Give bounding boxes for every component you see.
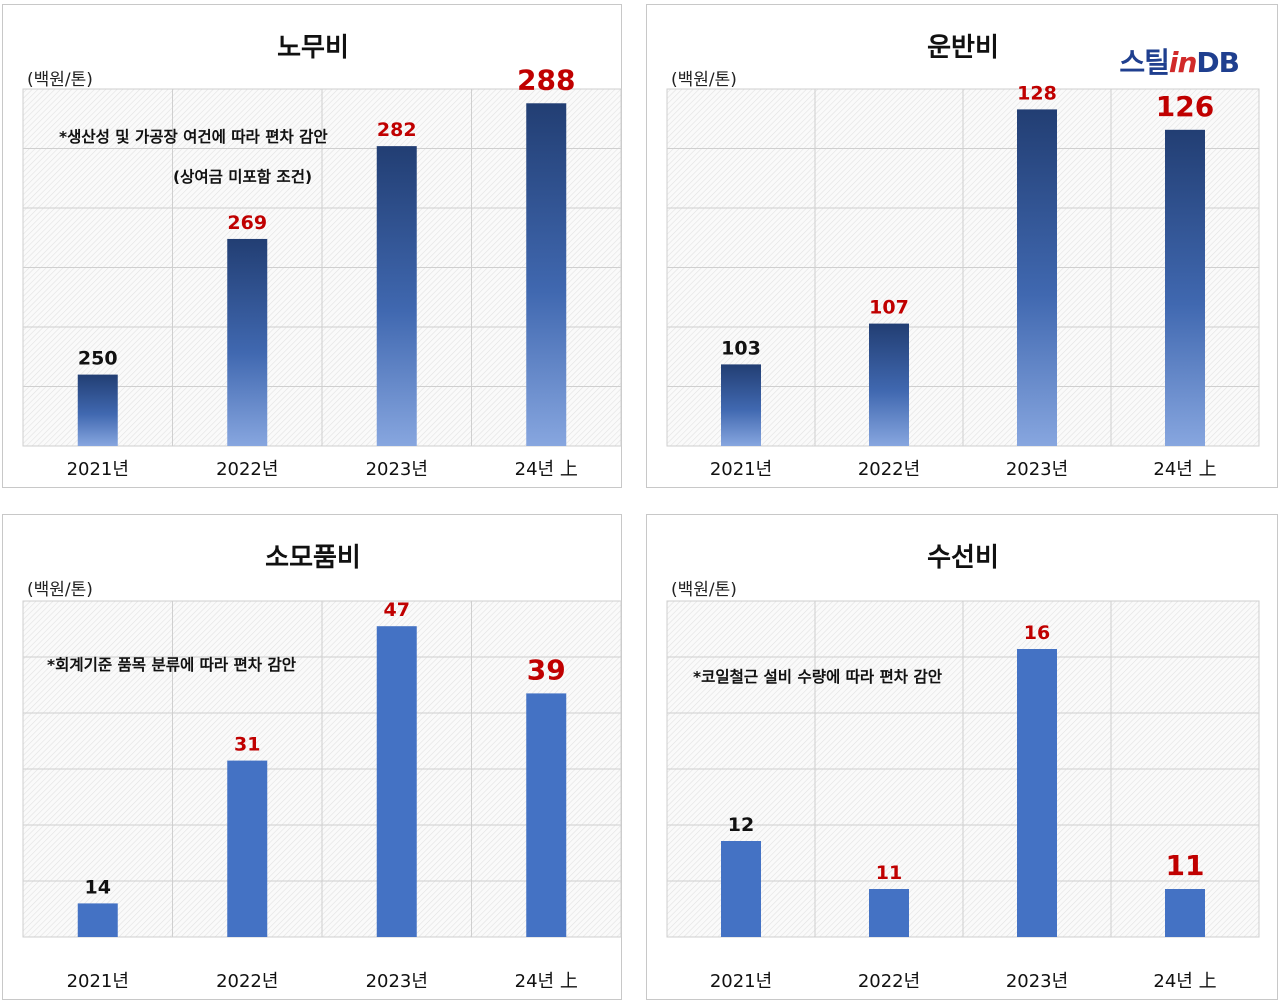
category-label: 24년 上 (515, 459, 578, 480)
bar (526, 103, 567, 446)
chart-panel-repair: 12 2021년 11 2022년 16 2023년 11 24년 上 수선비 (백원/톤) … (646, 514, 1278, 1000)
category-label: 2022년 (858, 971, 920, 992)
category-label: 2023년 (366, 459, 428, 480)
bar (227, 760, 268, 937)
bar (77, 374, 118, 446)
unit-label: (백원/톤) (671, 70, 737, 90)
chart-title: 노무비 (277, 33, 349, 63)
chart-title: 운반비 (927, 33, 999, 63)
category-label: 24년 上 (515, 971, 578, 992)
bar (376, 146, 417, 446)
data-label: 288 (517, 63, 575, 96)
bar (1165, 889, 1205, 937)
category-label: 2022년 (216, 971, 278, 992)
data-label: 14 (85, 876, 111, 898)
unit-label: (백원/톤) (27, 70, 93, 90)
chart-note: *생산성 및 가공장 여건에 따라 편차 감안 (59, 128, 328, 146)
bar (227, 238, 268, 446)
bar (721, 364, 761, 446)
chart-note: (상여금 미포함 조건) (173, 168, 313, 186)
chart-panel-transport: 103 2021년 107 2022년 128 2023년 126 24년 上 운반비 (백원… (646, 4, 1278, 488)
category-label: 2022년 (858, 459, 920, 480)
chart-panel-consumables: 14 2021년 31 2022년 47 2023년 39 24년 上 소모품비 (백원/톤)… (2, 514, 622, 1000)
chart-panel-labor: 250 2021년 269 2022년 282 2023년 288 24년 上 노무비 (백원… (2, 4, 622, 488)
chart-svg: 250 2021년 269 2022년 282 2023년 288 24년 上 (22, 63, 622, 480)
chart-svg: 12 2021년 11 2022년 16 2023년 11 24년 上 (666, 600, 1260, 992)
category-label: 2021년 (67, 459, 129, 480)
data-label: 250 (78, 348, 118, 370)
bar (1165, 129, 1205, 447)
category-label: 2022년 (216, 459, 278, 480)
bar (869, 323, 909, 446)
data-label: 103 (721, 337, 761, 359)
bar (376, 626, 417, 937)
chart-svg: 103 2021년 107 2022년 128 2023년 126 24년 上 (666, 82, 1260, 480)
bar (526, 693, 567, 937)
category-label: 2021년 (710, 971, 772, 992)
data-label: 12 (728, 814, 754, 836)
data-label: 269 (227, 212, 267, 234)
category-label: 2021년 (67, 971, 129, 992)
category-label: 2021년 (710, 459, 772, 480)
data-label: 282 (377, 119, 417, 141)
data-label: 128 (1017, 82, 1057, 104)
bar (1017, 649, 1057, 937)
data-label: 16 (1024, 622, 1050, 644)
bar (1017, 109, 1057, 447)
category-label: 2023년 (366, 971, 428, 992)
data-label: 31 (234, 734, 260, 756)
data-label: 39 (527, 653, 566, 686)
chart-title: 소모품비 (265, 543, 361, 573)
chart-note: *회계기준 품목 분류에 따라 편차 감안 (47, 656, 296, 674)
category-label: 24년 上 (1153, 459, 1216, 480)
bar (77, 903, 118, 937)
category-label: 2023년 (1006, 459, 1068, 480)
brand-logo: 스틸inDB (1119, 46, 1240, 79)
bar (869, 889, 909, 937)
data-label: 126 (1156, 90, 1214, 123)
category-label: 24년 上 (1153, 971, 1216, 992)
chart-svg: 14 2021년 31 2022년 47 2023년 39 24년 上 (22, 599, 622, 992)
data-label: 47 (384, 599, 410, 621)
chart-title: 수선비 (927, 543, 999, 573)
data-label: 107 (869, 297, 909, 319)
unit-label: (백원/톤) (27, 580, 93, 600)
category-label: 2023년 (1006, 971, 1068, 992)
unit-label: (백원/톤) (671, 580, 737, 600)
bar (721, 841, 761, 937)
chart-note: *코일철근 설비 수량에 따라 편차 감안 (693, 668, 942, 686)
data-label: 11 (876, 862, 902, 884)
data-label: 11 (1166, 849, 1205, 882)
